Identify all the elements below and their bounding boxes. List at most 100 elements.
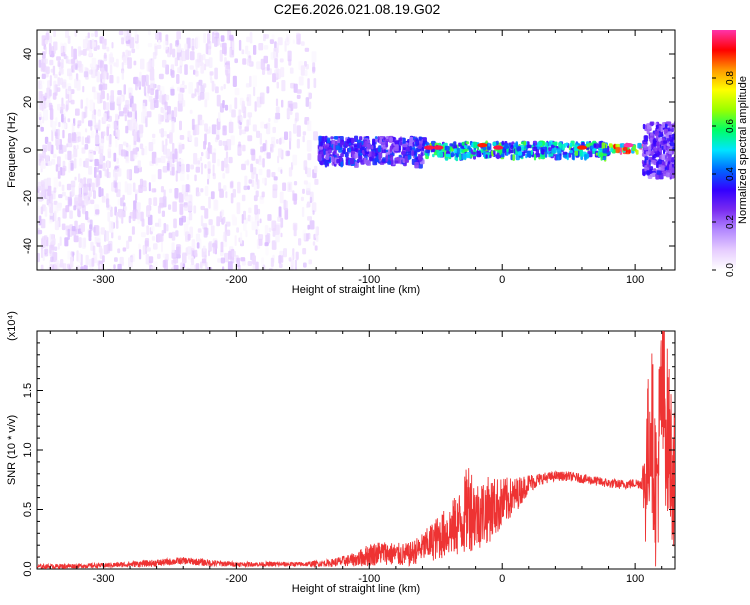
heatmap-cell <box>85 211 89 221</box>
heatmap-cell <box>242 58 247 65</box>
heatmap-cell <box>279 58 284 63</box>
x-tick-label: 0 <box>499 573 505 585</box>
heatmap-cell <box>341 141 345 146</box>
heatmap-cell <box>138 249 142 260</box>
heatmap-cell <box>115 58 119 68</box>
heatmap-cell <box>197 160 201 165</box>
heatmap-cell <box>197 95 202 101</box>
heatmap-cell <box>308 92 312 99</box>
heatmap-cell <box>133 60 137 66</box>
snr-multiplier: (x10⁴) <box>6 311 18 341</box>
heatmap-cell <box>194 249 198 257</box>
heatmap-cell <box>260 58 266 70</box>
heatmap-cell <box>394 157 400 161</box>
heatmap-cell <box>153 197 158 206</box>
heatmap-cell <box>131 226 135 235</box>
heatmap-cell <box>465 141 470 145</box>
heatmap-cell <box>54 220 60 231</box>
heatmap-cell <box>62 79 67 89</box>
heatmap-cell <box>240 257 246 262</box>
heatmap-cell <box>492 141 497 146</box>
heatmap-cell <box>97 64 100 71</box>
heatmap-cell <box>104 230 109 242</box>
heatmap-cell <box>134 189 139 195</box>
heatmap-cell <box>173 264 179 270</box>
heatmap-cell <box>579 149 583 157</box>
heatmap-cell <box>116 168 122 177</box>
heatmap-cell <box>53 187 57 193</box>
heatmap-cell <box>204 123 208 132</box>
heatmap-cell <box>48 43 52 55</box>
heatmap-cell <box>37 229 43 235</box>
heatmap-cell <box>144 238 150 248</box>
heatmap-cell <box>57 156 61 167</box>
heatmap-cell <box>147 214 153 226</box>
heatmap-cell <box>145 74 149 86</box>
heatmap-cell <box>260 146 264 153</box>
heatmap-cell <box>178 91 183 104</box>
heatmap-cell <box>99 154 104 165</box>
heatmap-cell <box>49 108 54 120</box>
heatmap-cell <box>404 155 409 163</box>
heatmap-cell <box>37 186 42 191</box>
heatmap-cell <box>217 258 221 263</box>
heatmap-cell <box>255 229 258 235</box>
heatmap-cell <box>67 118 71 123</box>
heatmap-cell <box>197 52 202 63</box>
heatmap-cell <box>186 174 190 180</box>
heatmap-cell <box>243 185 248 191</box>
heatmap-cell <box>205 227 209 236</box>
heatmap-cell <box>182 252 187 264</box>
heatmap-cell <box>71 46 74 58</box>
heatmap-cell <box>92 41 96 48</box>
heatmap-cell <box>67 138 73 148</box>
heatmap-cell <box>328 149 332 153</box>
heatmap-cell <box>304 47 310 52</box>
heatmap-cell <box>77 46 82 57</box>
heatmap-cell <box>123 206 128 211</box>
heatmap-cell <box>196 192 201 197</box>
heatmap-cell <box>88 190 92 197</box>
heatmap-cell <box>228 156 233 164</box>
heatmap-cell <box>288 131 292 142</box>
heatmap-cell <box>155 89 159 100</box>
heatmap-cell <box>306 167 311 178</box>
heatmap-cell <box>283 248 287 258</box>
heatmap-cell <box>95 225 100 236</box>
heatmap-cell <box>77 264 80 270</box>
heatmap-cell <box>62 129 65 139</box>
heatmap-cell <box>300 65 305 76</box>
heatmap-cell <box>244 126 249 132</box>
heatmap-cell <box>458 142 461 147</box>
x-tick-label: -100 <box>358 274 380 286</box>
heatmap-cell <box>243 210 246 221</box>
heatmap-cell <box>175 170 178 182</box>
heatmap-cell <box>150 225 155 232</box>
heatmap-cell <box>556 148 562 153</box>
heatmap-cell <box>279 137 282 145</box>
heatmap-cell <box>251 179 255 188</box>
heatmap-cell <box>140 211 144 222</box>
heatmap-cell <box>637 142 642 149</box>
heatmap-cell <box>108 53 113 65</box>
heatmap-cell <box>82 85 85 93</box>
heatmap-cell <box>158 73 164 80</box>
heatmap-cell <box>202 245 206 252</box>
heatmap-cell <box>159 128 163 134</box>
heatmap-cell <box>48 35 52 44</box>
y-tick-label: 1.0 <box>22 442 34 457</box>
heatmap-cell <box>113 152 117 162</box>
heatmap-cell <box>296 125 301 137</box>
colorbar-label: Normalized spectral amplitude <box>737 76 749 224</box>
heatmap-cell <box>106 46 110 52</box>
heatmap-cell <box>106 198 110 208</box>
heatmap-cell <box>148 95 153 102</box>
heatmap-cell <box>313 165 318 174</box>
heatmap-cell <box>296 94 301 99</box>
heatmap-cell <box>256 61 261 70</box>
heatmap-cell <box>210 191 215 200</box>
heatmap-cell <box>476 150 481 158</box>
heatmap-cell <box>78 252 82 263</box>
heatmap-cell <box>381 149 387 154</box>
heatmap-cell <box>128 92 132 99</box>
